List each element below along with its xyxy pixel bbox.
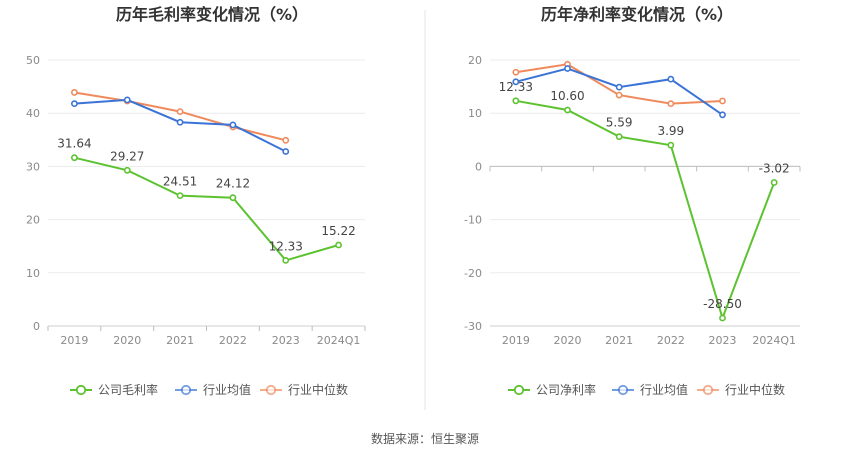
x-tick-label: 2022 <box>657 334 685 347</box>
legend-marker <box>180 384 192 396</box>
legend-item: 行业均值 <box>175 382 251 397</box>
y-tick-label: 50 <box>26 54 40 67</box>
series-line <box>515 99 776 322</box>
x-tick-label: 2023 <box>709 334 737 347</box>
x-tick-label: 2024Q1 <box>317 334 361 347</box>
legend-marker <box>617 384 629 396</box>
legend-marker <box>513 384 525 396</box>
gross-margin-chart: 历年毛利率变化情况（%） 0 10 20 30 40 50 2019 2020 2021 2022 2… <box>26 5 366 397</box>
legend-item: 公司净利率 <box>508 382 596 397</box>
y-tick-label: 0 <box>33 320 40 333</box>
net-margin-chart: 历年净利率变化情况（%） -30 -20 -10 0 10 20 2019 2020 2021 20… <box>464 5 801 397</box>
y-tick-label: -20 <box>464 267 482 280</box>
data-label: 12.33 <box>499 80 533 94</box>
y-tick-label: 40 <box>26 107 40 120</box>
data-label: 29.27 <box>110 149 144 163</box>
y-tick-label: 30 <box>26 160 40 173</box>
x-tick-label: 2019 <box>502 334 530 347</box>
series-line <box>74 98 287 153</box>
data-point <box>719 111 726 119</box>
legend-marker <box>702 384 714 396</box>
data-point <box>229 194 237 202</box>
legend-label: 行业中位数 <box>725 382 785 397</box>
data-point <box>229 121 237 129</box>
data-point <box>615 133 623 141</box>
chart-title: 历年毛利率变化情况（%） <box>116 5 308 24</box>
legend-label: 行业中位数 <box>288 382 348 397</box>
data-label: 31.64 <box>57 137 91 151</box>
y-tick-label: 0 <box>475 160 482 173</box>
legend-item: 行业中位数 <box>260 382 348 397</box>
data-label: 15.22 <box>321 224 355 238</box>
series-line <box>515 67 724 116</box>
data-point <box>282 148 290 155</box>
x-tick-label: 2021 <box>166 334 194 347</box>
data-point <box>71 154 78 162</box>
data-point <box>335 241 342 249</box>
data-point <box>282 136 290 144</box>
legend-label: 公司净利率 <box>536 382 596 397</box>
y-tick-label: -30 <box>464 320 482 333</box>
data-point <box>615 83 623 91</box>
data-point <box>719 314 726 322</box>
data-point <box>512 97 520 105</box>
data-point <box>123 96 131 104</box>
data-point <box>770 179 778 186</box>
data-point <box>512 68 520 76</box>
x-tick-label: 2023 <box>272 334 300 347</box>
data-label: 3.99 <box>657 124 684 138</box>
data-point <box>176 108 184 116</box>
x-tick-label: 2019 <box>60 334 88 347</box>
data-label: 12.33 <box>269 239 303 253</box>
data-label: -3.02 <box>759 161 790 175</box>
data-point <box>564 65 571 72</box>
legend-label: 行业均值 <box>640 382 688 397</box>
data-point <box>176 118 184 126</box>
data-point <box>123 166 131 174</box>
x-tick-label: 2022 <box>219 334 247 347</box>
y-tick-label: 10 <box>468 107 482 120</box>
data-point <box>512 78 520 86</box>
legend-marker <box>75 384 87 396</box>
legend-item: 公司毛利率 <box>70 382 158 397</box>
data-point <box>176 192 184 200</box>
x-tick-label: 2020 <box>113 334 141 347</box>
y-tick-label: -10 <box>464 214 482 227</box>
data-source-note: 数据来源：恒生聚源 <box>371 431 479 446</box>
data-label: 24.51 <box>163 175 197 189</box>
y-tick-label: 20 <box>468 54 482 67</box>
data-label: 10.60 <box>550 89 584 103</box>
data-point <box>719 97 726 105</box>
x-tick-label: 2021 <box>605 334 633 347</box>
legend-label: 公司毛利率 <box>98 382 158 397</box>
legend-marker <box>265 384 277 396</box>
chart-title: 历年净利率变化情况（%） <box>541 5 733 24</box>
data-point <box>667 75 675 83</box>
y-tick-label: 10 <box>26 267 40 280</box>
data-point <box>564 106 571 114</box>
data-label: 24.12 <box>216 177 250 191</box>
legend-item: 行业中位数 <box>697 382 785 397</box>
data-point <box>282 257 290 264</box>
series-line <box>74 91 287 142</box>
legend-item: 行业均值 <box>612 382 688 397</box>
y-tick-label: 20 <box>26 214 40 227</box>
data-point <box>615 91 623 99</box>
series-line <box>74 156 339 262</box>
data-point <box>71 100 78 108</box>
data-point <box>667 100 675 108</box>
legend-label: 行业均值 <box>203 382 251 397</box>
data-point <box>71 89 78 96</box>
data-point <box>667 141 675 149</box>
data-label: -28.50 <box>703 297 742 311</box>
data-label: 5.59 <box>606 116 633 130</box>
x-tick-label: 2024Q1 <box>752 334 796 347</box>
x-tick-label: 2020 <box>554 334 582 347</box>
